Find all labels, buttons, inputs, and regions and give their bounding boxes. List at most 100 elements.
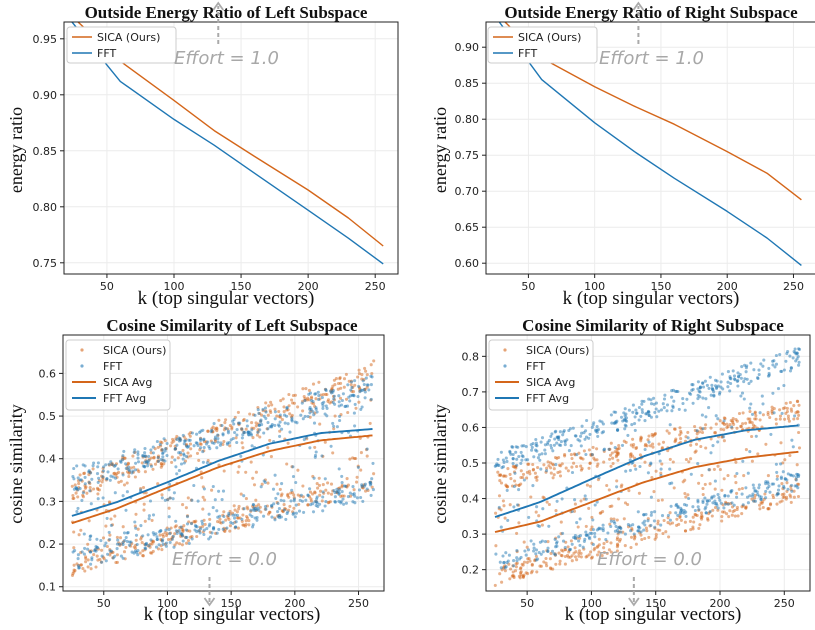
scatter-point: [285, 405, 289, 409]
scatter-point: [168, 482, 172, 486]
scatter-point: [517, 454, 521, 459]
scatter-point: [277, 507, 281, 511]
y-tick-label: 0.5: [39, 410, 57, 423]
scatter-point: [282, 508, 286, 512]
scatter-point: [701, 486, 705, 491]
scatter-point: [720, 488, 724, 492]
x-tick-label: 100: [581, 597, 602, 610]
scatter-point: [283, 421, 287, 425]
scatter-point: [308, 446, 312, 450]
scatter-point: [143, 465, 147, 469]
scatter-point: [173, 447, 177, 451]
scatter-point: [693, 450, 697, 454]
scatter-point: [313, 445, 317, 449]
scatter-point: [612, 517, 616, 521]
scatter-point: [190, 537, 194, 541]
scatter-point: [270, 503, 274, 507]
scatter-point: [718, 419, 722, 423]
scatter-point: [255, 433, 259, 437]
scatter-point: [126, 531, 130, 535]
scatter-point: [748, 450, 752, 454]
scatter-point: [532, 549, 536, 553]
scatter-point: [95, 537, 99, 541]
scatter-point: [582, 539, 586, 543]
scatter-point: [725, 422, 729, 426]
scatter-point: [360, 373, 364, 377]
scatter-point: [292, 499, 296, 503]
scatter-point: [778, 500, 782, 504]
y-tick-label: 0.75: [455, 149, 480, 162]
scatter-point: [75, 509, 79, 514]
scatter-point: [232, 516, 237, 520]
scatter-point: [208, 535, 213, 539]
scatter-point: [618, 526, 623, 530]
scatter-point: [356, 394, 360, 399]
legend-label: FFT Avg: [103, 392, 146, 405]
scatter-point: [321, 495, 325, 499]
scatter-point: [757, 486, 761, 490]
scatter-point: [72, 530, 76, 534]
scatter-point: [748, 409, 752, 414]
scatter-point: [79, 478, 83, 482]
scatter-point: [308, 391, 313, 395]
scatter-point: [691, 525, 695, 529]
scatter-point: [705, 502, 709, 506]
scatter-point: [684, 514, 688, 518]
scatter-point: [121, 556, 125, 560]
scatter-point: [96, 558, 100, 562]
scatter-point: [74, 487, 79, 491]
scatter-point: [141, 554, 145, 558]
scatter-point: [569, 444, 573, 448]
scatter-point: [616, 530, 620, 534]
scatter-point: [82, 532, 86, 536]
scatter-point: [499, 450, 503, 454]
scatter-point: [679, 518, 683, 522]
scatter-point: [242, 507, 246, 511]
scatter-point: [352, 456, 357, 461]
scatter-point: [95, 472, 100, 476]
scatter-point: [628, 524, 632, 528]
scatter-point: [666, 516, 670, 520]
scatter-point: [101, 469, 106, 473]
scatter-point: [116, 538, 120, 542]
scatter-point: [143, 543, 148, 547]
scatter-point: [306, 494, 310, 498]
scatter-point: [307, 388, 311, 392]
scatter-point: [317, 483, 322, 487]
scatter-point: [364, 489, 368, 493]
scatter-point: [177, 469, 181, 473]
scatter-point: [609, 413, 613, 417]
scatter-point: [195, 525, 199, 529]
scatter-point: [506, 559, 510, 563]
scatter-point: [220, 498, 224, 502]
scatter-point: [337, 400, 341, 404]
scatter-point: [369, 374, 373, 378]
scatter-point: [207, 537, 211, 541]
scatter-point: [712, 394, 716, 398]
scatter-point: [746, 501, 750, 505]
scatter-point: [121, 542, 125, 547]
scatter-point: [149, 451, 153, 455]
scatter-point: [607, 548, 611, 552]
scatter-point: [525, 476, 529, 480]
scatter-point: [551, 476, 555, 480]
scatter-point: [142, 502, 146, 506]
scatter-point: [153, 462, 158, 466]
scatter-point: [133, 475, 137, 479]
scatter-point: [501, 554, 505, 558]
scatter-point: [136, 450, 140, 454]
scatter-point: [741, 411, 745, 415]
scatter-point: [225, 526, 229, 530]
scatter-point: [590, 525, 594, 529]
scatter-point: [121, 454, 125, 458]
scatter-point: [104, 559, 108, 563]
scatter-point: [172, 491, 176, 495]
scatter-point: [304, 498, 308, 502]
scatter-point: [669, 504, 673, 508]
annotation-text: Effort = 1.0: [599, 48, 704, 69]
scatter-point: [185, 522, 190, 526]
scatter-point: [780, 482, 784, 486]
scatter-point: [372, 359, 376, 363]
scatter-point: [597, 537, 601, 541]
scatter-point: [244, 470, 248, 474]
